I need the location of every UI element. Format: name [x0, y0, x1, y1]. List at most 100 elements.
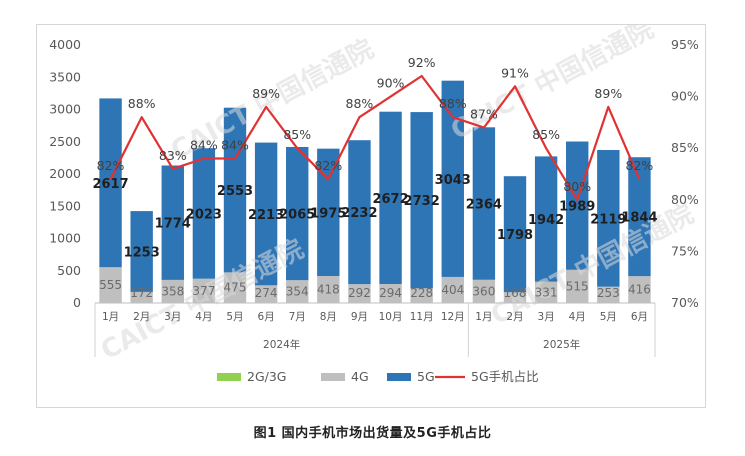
bar-4g [566, 269, 589, 303]
bar-4g [597, 286, 620, 303]
bar-5g [472, 127, 496, 280]
bar-5g [441, 80, 464, 277]
year-group-label: 2024年 [263, 338, 300, 351]
data-label-5g: 1989 [559, 200, 595, 215]
data-label-4g: 331 [535, 285, 558, 299]
data-label-5g: 1253 [124, 245, 160, 260]
data-label-pct: 92% [408, 55, 436, 70]
data-label-pct: 84% [221, 138, 249, 153]
y2-tick-label: 80% [671, 192, 699, 207]
y-tick-label: 2000 [49, 166, 81, 181]
bar-4g [348, 284, 371, 303]
chart-frame: 0 500 1000 1500 2000 2500 3000 3500 4000 70% 75% 80… [36, 24, 706, 408]
bar-5g [286, 146, 309, 281]
x-tick-label: 9月 [351, 311, 368, 323]
data-label-pct: 82% [314, 158, 342, 173]
bar-5g [254, 142, 278, 286]
data-label-pct: 83% [159, 148, 187, 163]
data-label-4g: 172 [130, 286, 153, 300]
y-tick-label: 4000 [49, 37, 81, 52]
data-label-5g: 1975 [310, 206, 346, 221]
bar-4g [379, 284, 402, 303]
data-label-4g: 228 [410, 286, 433, 300]
x-tick-label: 12月 [441, 311, 465, 323]
y2-tick-label: 70% [671, 295, 699, 310]
x-tick-label: 6月 [258, 311, 275, 323]
y2-tick-label: 95% [671, 37, 699, 52]
year-group-label: 2025年 [543, 338, 580, 351]
data-label-pct: 89% [594, 86, 622, 101]
y-tick-label: 3000 [49, 102, 81, 117]
chart-svg: 0 500 1000 1500 2000 2500 3000 3500 4000 70% 75% 80… [49, 25, 699, 384]
y-tick-label: 2500 [49, 134, 81, 149]
data-label-5g: 2023 [186, 207, 222, 222]
bar-5g [379, 111, 402, 285]
y2-tick-label: 85% [671, 140, 699, 155]
data-label-4g: 360 [472, 284, 495, 298]
data-label-pct: 82% [626, 158, 654, 173]
bar-5g [534, 156, 558, 282]
data-label-pct: 90% [377, 76, 405, 91]
bar-4g [223, 272, 247, 303]
x-tick-label: 3月 [164, 311, 181, 323]
legend-label: 2G/3G [247, 369, 287, 384]
data-label-pct: 85% [283, 127, 311, 142]
x-tick-label: 4月 [569, 311, 586, 323]
data-label-pct: 85% [532, 127, 560, 142]
data-label-5g: 1774 [155, 217, 191, 232]
bar-4g [286, 280, 309, 303]
data-label-pct: 89% [252, 86, 280, 101]
bar-4g [534, 281, 558, 303]
x-tick-label: 5月 [226, 311, 243, 323]
y-tick-label: 500 [57, 263, 81, 278]
data-label-5g: 3043 [435, 173, 471, 188]
data-label-pct: 88% [439, 96, 467, 111]
x-tick-label: 2月 [506, 311, 523, 323]
x-tick-label: 6月 [631, 311, 648, 323]
y-tick-label: 1500 [49, 198, 81, 213]
bar-4g [472, 279, 496, 303]
bar-5g [503, 176, 527, 293]
data-label-5g: 2232 [341, 206, 377, 221]
x-tick-label: 1月 [102, 311, 119, 323]
bar-4g [410, 288, 433, 303]
data-label-pct: 80% [563, 179, 591, 194]
bar-4g [317, 276, 340, 303]
bar-5g [628, 157, 651, 277]
series-line-5g-share [109, 74, 641, 201]
data-label-5g: 2617 [92, 177, 128, 192]
bar-5g [99, 98, 122, 268]
data-label-5g: 2119 [590, 212, 626, 227]
data-label-5g: 2672 [372, 192, 408, 207]
x-tick-label: 3月 [538, 311, 555, 323]
legend-swatch [387, 373, 411, 381]
data-label-4g: 418 [317, 283, 340, 297]
bar-4g [503, 292, 527, 303]
data-label-4g: 358 [161, 284, 184, 298]
bar-5g [410, 112, 433, 289]
bar-5g [317, 148, 340, 277]
bar-4g [99, 267, 122, 303]
bar-5g [566, 141, 589, 270]
x-tick-label: 4月 [195, 311, 212, 323]
data-label-pct: 88% [346, 96, 374, 111]
data-label-4g: 292 [348, 286, 371, 300]
data-label-pct: 91% [501, 65, 529, 80]
data-label-5g: 2732 [404, 194, 440, 209]
data-label-4g: 377 [192, 284, 215, 298]
data-label-4g: 253 [597, 286, 620, 300]
bar-5g [192, 148, 216, 279]
data-label-4g: 354 [286, 285, 309, 299]
data-label-4g: 416 [628, 283, 651, 297]
data-label-pct: 87% [470, 107, 498, 122]
legend-label: 5G [417, 369, 435, 384]
data-label-5g: 1942 [528, 213, 564, 228]
bar-4g [254, 285, 278, 303]
y-tick-label: 3500 [49, 69, 81, 84]
bar-4g [441, 276, 464, 303]
data-label-4g: 404 [441, 283, 464, 297]
legend-swatch [321, 373, 345, 381]
bar-5g [130, 211, 153, 292]
data-label-pct: 84% [190, 138, 218, 153]
data-label-4g: 274 [255, 286, 278, 300]
